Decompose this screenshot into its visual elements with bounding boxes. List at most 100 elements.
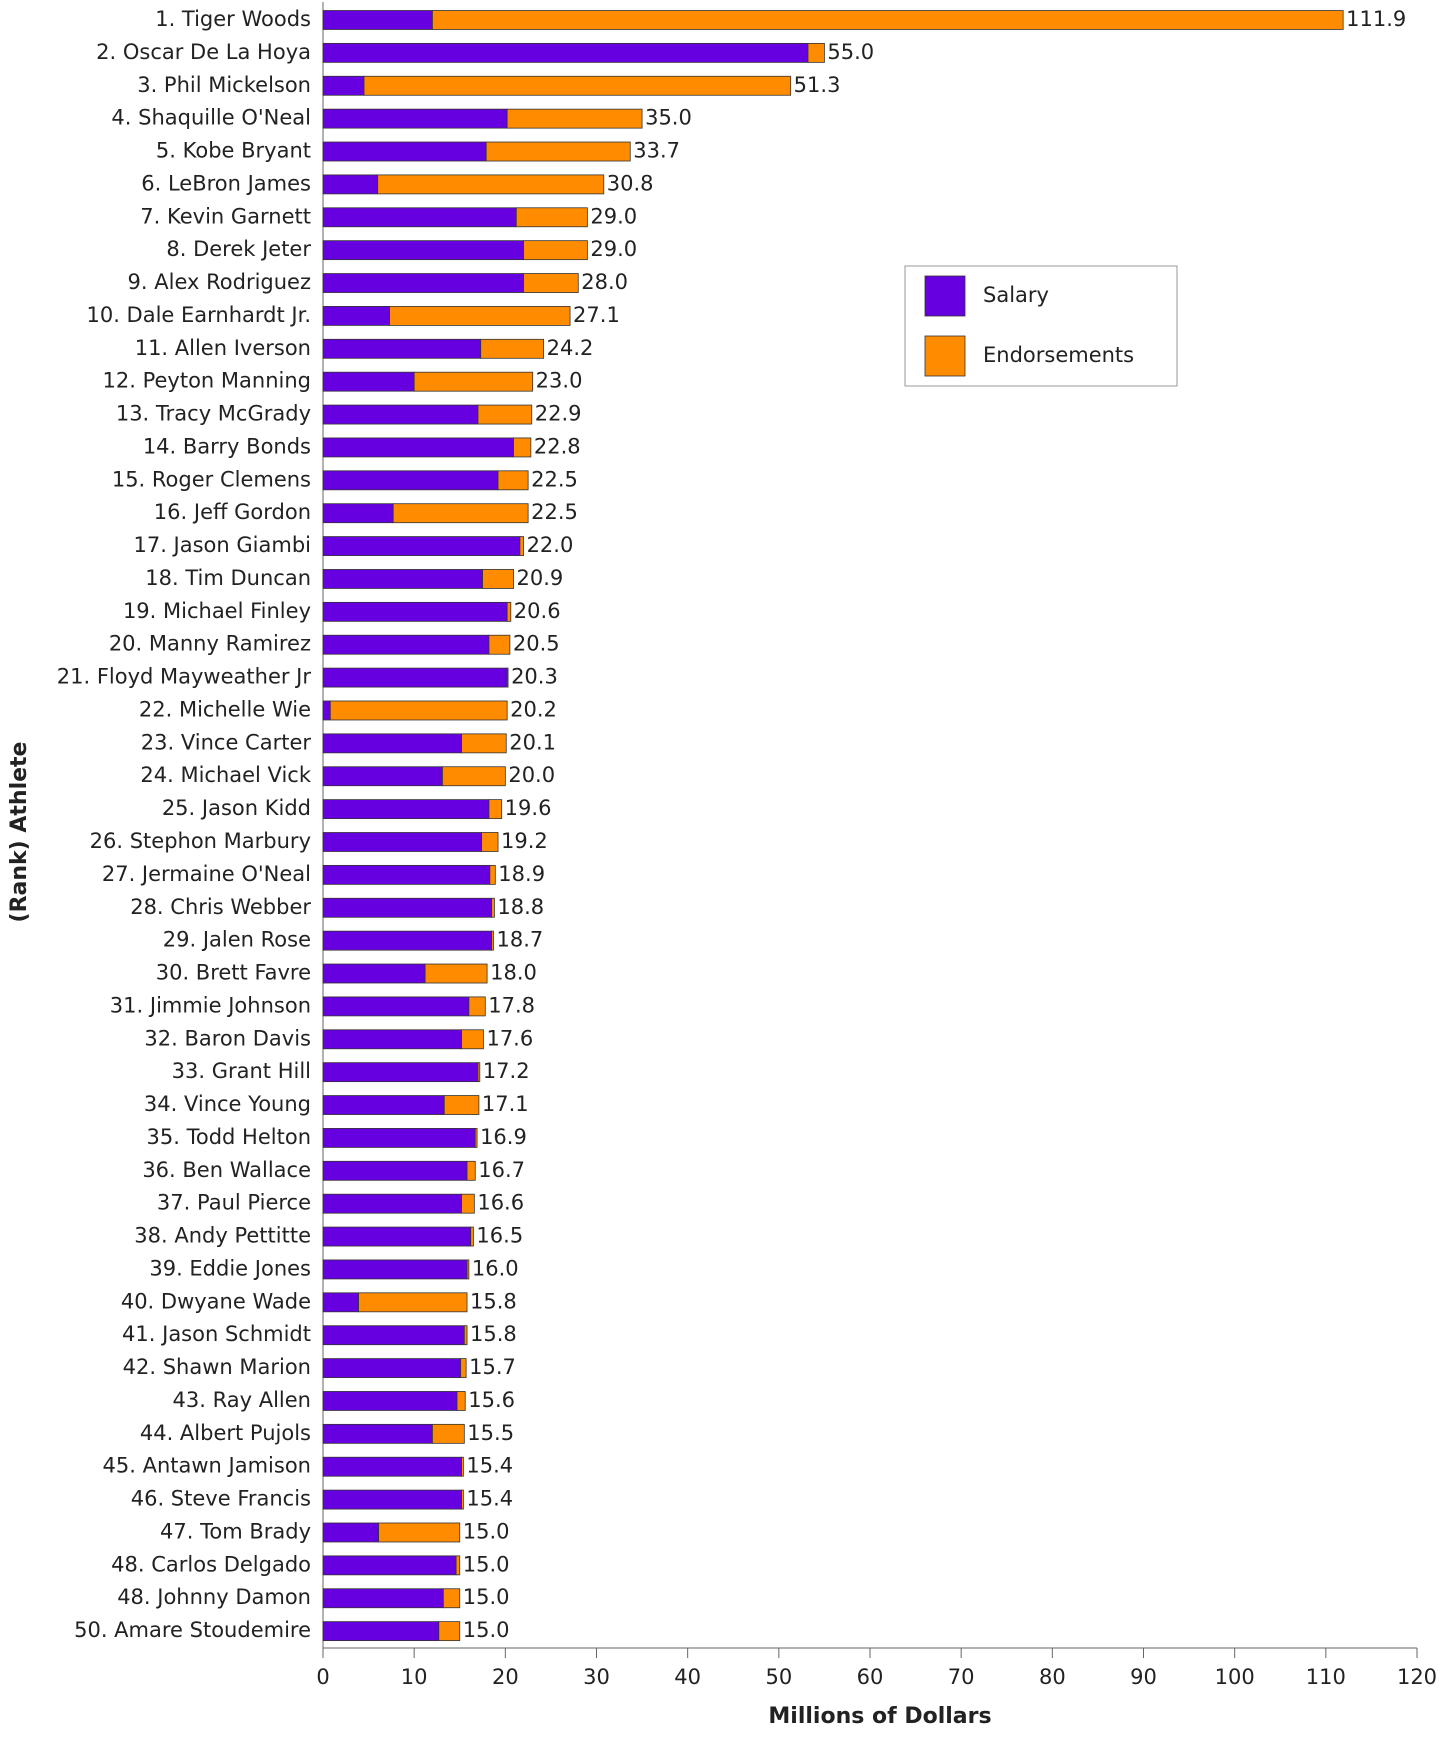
bar-segment xyxy=(322,864,491,885)
legend-swatch xyxy=(924,275,966,317)
bar-segment xyxy=(460,1358,467,1378)
bar-segment xyxy=(523,273,579,293)
y-tick-label: 46. Steve Francis xyxy=(131,1487,311,1511)
y-tick-label: 21. Floyd Mayweather Jr xyxy=(57,665,312,689)
x-tick-label: 0 xyxy=(316,1665,329,1689)
value-label: 15.4 xyxy=(466,1487,513,1511)
y-tick-label: 41. Jason Schmidt xyxy=(122,1322,311,1346)
value-label: 15.7 xyxy=(469,1355,516,1379)
value-label: 24.2 xyxy=(547,336,594,360)
value-label: 30.8 xyxy=(607,171,654,195)
bar-segment xyxy=(466,1160,476,1181)
bar-segment xyxy=(322,1292,359,1313)
bar-segment xyxy=(523,240,588,261)
bar-segment xyxy=(322,897,493,918)
y-tick-label: 28. Chris Webber xyxy=(130,895,311,919)
bar-segment xyxy=(468,996,486,1017)
bar-segment xyxy=(506,667,509,688)
value-label: 15.5 xyxy=(467,1421,514,1445)
value-label: 29.0 xyxy=(590,204,637,228)
bar-segment xyxy=(363,75,792,96)
y-tick-label: 29. Jalen Rose xyxy=(163,928,311,952)
value-label: 17.6 xyxy=(486,1026,533,1050)
y-tick-label: 40. Dwyane Wade xyxy=(121,1289,311,1313)
y-tick-label: 38. Andy Pettitte xyxy=(134,1224,311,1248)
value-label: 28.0 xyxy=(581,270,628,294)
bar-segment xyxy=(482,569,514,589)
bar-segment xyxy=(461,733,507,754)
bar-segment xyxy=(322,1160,468,1181)
bar-segment xyxy=(322,404,479,425)
bar-segment xyxy=(481,832,499,852)
bar-segment xyxy=(322,569,483,589)
value-label: 18.9 xyxy=(498,862,545,886)
value-label: 22.5 xyxy=(531,467,578,491)
y-tick-label: 47. Tom Brady xyxy=(160,1519,311,1543)
bar-segment xyxy=(807,42,825,63)
y-tick-label: 5. Kobe Bryant xyxy=(156,139,311,163)
bar-segment xyxy=(322,700,331,721)
value-label: 16.7 xyxy=(478,1158,525,1182)
legend-swatch xyxy=(924,335,966,377)
bar-segment xyxy=(477,1062,481,1083)
value-label: 20.1 xyxy=(509,730,556,754)
x-axis-label: Millions of Dollars xyxy=(768,1704,991,1729)
y-tick-label: 11. Allen Iverson xyxy=(135,336,311,360)
y-tick-label: 22. Michelle Wie xyxy=(139,697,311,721)
y-tick-label: 44. Albert Pujols xyxy=(140,1421,311,1445)
bar-segment xyxy=(322,75,365,96)
y-tick-label: 15. Roger Clemens xyxy=(112,467,311,491)
y-tick-label: 20. Manny Ramirez xyxy=(109,632,311,656)
y-tick-label: 19. Michael Finley xyxy=(123,599,311,623)
value-label: 16.6 xyxy=(477,1191,524,1215)
bar-segment xyxy=(322,42,809,63)
bar-segment xyxy=(506,108,643,129)
value-label: 17.1 xyxy=(482,1092,529,1116)
bar-segment xyxy=(322,1193,462,1214)
bar-segment xyxy=(322,437,514,458)
bar-segment xyxy=(322,1226,472,1247)
x-tick-label: 40 xyxy=(674,1665,701,1689)
bar-segment xyxy=(322,1029,462,1050)
bar-segment xyxy=(424,963,488,984)
bar-segment xyxy=(322,1489,462,1510)
y-tick-label: 18. Tim Duncan xyxy=(145,566,311,590)
bar-segment xyxy=(322,174,379,195)
bar-segment xyxy=(438,1621,461,1642)
y-axis-label: (Rank) Athlete xyxy=(7,742,32,923)
y-tick-label: 10. Dale Earnhardt Jr. xyxy=(86,303,311,327)
value-label: 22.9 xyxy=(535,402,582,426)
y-tick-label: 2. Oscar De La Hoya xyxy=(96,40,311,64)
bar-segment xyxy=(443,1095,480,1115)
bar-segment xyxy=(322,1128,476,1148)
value-label: 15.4 xyxy=(466,1454,513,1478)
bar-segment xyxy=(322,240,524,261)
bar-segment xyxy=(322,634,490,655)
bar-segment xyxy=(322,996,470,1017)
bar-segment xyxy=(322,1423,433,1444)
bar-segment xyxy=(515,207,588,228)
value-label: 22.8 xyxy=(534,434,581,458)
bar-segment xyxy=(322,10,433,30)
x-tick-label: 30 xyxy=(583,1665,610,1689)
value-label: 33.7 xyxy=(633,139,680,163)
bar-segment xyxy=(322,1062,479,1083)
bar-segment xyxy=(513,437,532,458)
bar-segment xyxy=(461,1489,464,1510)
bar-segment xyxy=(322,930,493,951)
bar-segment xyxy=(322,1358,462,1378)
value-label: 111.9 xyxy=(1346,7,1406,31)
bar-segment xyxy=(322,1522,380,1543)
value-label: 20.5 xyxy=(513,632,560,656)
bar-segment xyxy=(322,306,390,326)
value-label: 18.7 xyxy=(496,928,543,952)
value-label: 20.0 xyxy=(508,763,555,787)
x-tick-label: 70 xyxy=(948,1665,975,1689)
bar-segment xyxy=(322,1391,458,1411)
y-tick-label: 7. Kevin Garnett xyxy=(140,204,311,228)
y-tick-label: 31. Jimmie Johnson xyxy=(110,993,311,1017)
y-tick-label: 4. Shaquille O'Neal xyxy=(111,106,311,130)
y-tick-label: 25. Jason Kidd xyxy=(162,796,311,820)
value-label: 23.0 xyxy=(536,369,583,393)
